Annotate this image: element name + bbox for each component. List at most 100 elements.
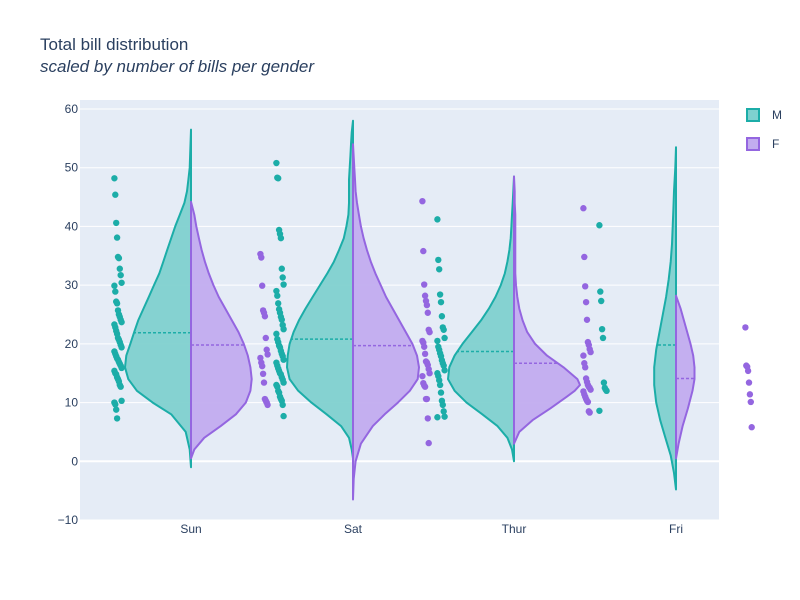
point-m-fri <box>599 334 607 342</box>
point-m-thur <box>440 326 447 333</box>
y-tick-label: 0 <box>71 454 78 468</box>
point-f-sun <box>262 334 269 342</box>
y-tick-label: 30 <box>65 278 79 292</box>
point-f-thur <box>580 205 587 212</box>
point-m-sun <box>118 364 125 372</box>
violin-m-sun <box>124 128 192 469</box>
legend-label-m[interactable]: M <box>772 108 782 122</box>
legend-swatch-m[interactable] <box>746 108 760 122</box>
point-m-sat <box>275 300 282 307</box>
point-m-thur <box>435 256 442 264</box>
point-f-fri <box>747 398 754 406</box>
point-m-sun <box>112 191 119 198</box>
point-f-sat <box>423 301 431 309</box>
point-f-fri <box>746 391 754 398</box>
point-m-sat <box>278 265 285 272</box>
point-m-thur <box>436 266 443 273</box>
point-m-sat <box>280 281 287 288</box>
point-f-sun <box>259 370 267 378</box>
point-f-sat <box>423 395 431 403</box>
chart-title: Total bill distribution <box>40 35 188 54</box>
point-m-thur <box>441 413 448 420</box>
x-tick-label-fri: Fri <box>669 522 683 536</box>
point-m-sun <box>118 397 125 405</box>
point-m-thur <box>441 367 448 374</box>
point-m-sun <box>113 234 121 241</box>
point-f-sat <box>419 372 426 380</box>
point-m-sun <box>118 279 125 286</box>
point-f-sun <box>259 282 266 289</box>
data-points <box>111 159 755 447</box>
point-m-sat <box>277 234 285 242</box>
violin-f-sat <box>352 143 420 501</box>
point-m-sat <box>275 175 282 182</box>
violin-f-fri <box>675 294 696 460</box>
point-m-thur <box>436 291 444 298</box>
point-m-fri <box>596 407 603 414</box>
point-f-sun <box>260 379 268 386</box>
point-f-thur <box>582 364 589 371</box>
point-f-sun <box>264 351 271 358</box>
point-m-sun <box>118 344 125 351</box>
violins <box>124 119 696 501</box>
point-m-sun <box>117 271 124 279</box>
violin-m-fri <box>653 146 677 491</box>
y-tick-label: 20 <box>65 337 79 351</box>
point-m-sun <box>112 401 119 408</box>
point-f-sun <box>264 401 271 409</box>
point-m-sun <box>118 318 125 326</box>
violin-f-sun <box>190 200 253 460</box>
point-m-sat <box>279 274 286 281</box>
legend-swatch-f[interactable] <box>746 137 760 151</box>
point-f-sun <box>261 313 269 320</box>
point-f-sat <box>426 328 433 336</box>
point-f-sat <box>419 197 426 205</box>
point-f-fri <box>744 367 752 375</box>
point-m-fri <box>596 222 603 229</box>
point-f-thur <box>581 253 588 261</box>
point-m-sun <box>111 282 118 289</box>
point-m-fri <box>597 288 604 295</box>
point-f-sun <box>259 362 266 370</box>
legend-label-f[interactable]: F <box>772 137 779 151</box>
point-m-sat <box>279 401 286 409</box>
point-m-sat <box>280 356 287 363</box>
point-m-sat <box>273 330 280 338</box>
x-tick-label-sun: Sun <box>180 522 201 536</box>
point-f-sat <box>421 383 429 390</box>
y-axis-ticks: −10 0 10 20 30 40 50 60 <box>58 102 79 527</box>
point-f-thur <box>580 352 587 359</box>
violin-m-sat <box>286 119 354 460</box>
y-tick-label: 10 <box>65 396 79 410</box>
point-m-sat <box>273 159 280 167</box>
point-f-sat <box>420 247 427 255</box>
point-m-thur <box>439 401 446 409</box>
point-f-sat <box>421 281 428 288</box>
point-m-thur <box>441 334 448 342</box>
point-m-thur <box>436 381 444 389</box>
point-m-sun <box>115 254 123 262</box>
point-f-sat <box>426 370 433 377</box>
point-m-sun <box>113 415 121 422</box>
point-m-thur <box>434 216 441 223</box>
x-tick-label-sat: Sat <box>344 522 363 536</box>
point-f-sat <box>425 439 432 447</box>
point-m-thur <box>434 414 441 421</box>
point-m-sat <box>280 379 287 386</box>
point-f-thur <box>583 316 591 323</box>
point-m-thur <box>440 408 447 415</box>
x-axis-ticks: Sun Sat Thur Fri <box>180 522 683 536</box>
point-m-sun <box>117 383 124 390</box>
point-m-sun <box>113 219 120 227</box>
y-tick-label: −10 <box>58 513 79 527</box>
point-f-sat <box>421 350 429 358</box>
point-f-thur <box>582 283 589 290</box>
point-m-sat <box>280 412 287 420</box>
point-f-thur <box>586 409 593 416</box>
point-m-fri <box>598 297 605 305</box>
point-f-sat <box>421 343 428 350</box>
violin-m-thur <box>447 175 515 463</box>
y-tick-label: 40 <box>65 219 79 233</box>
point-f-fri <box>742 324 749 331</box>
